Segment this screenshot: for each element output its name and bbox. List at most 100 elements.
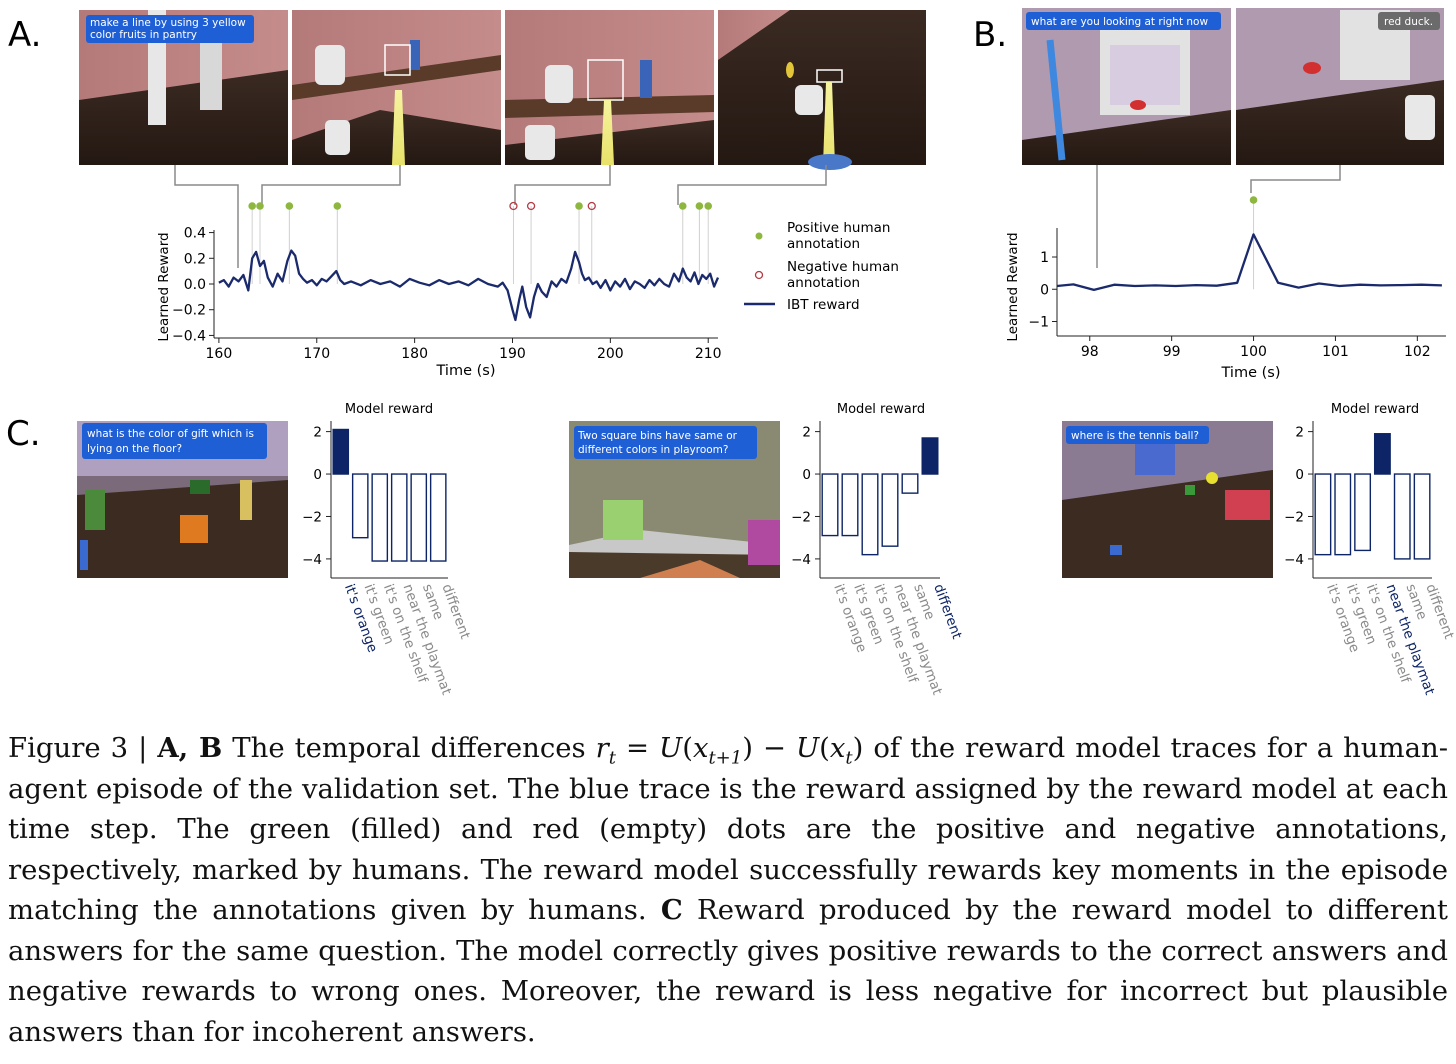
bar-selected (332, 428, 350, 475)
panel-b-connectors (1096, 165, 1341, 268)
y-tick-label: 0.0 (184, 277, 206, 293)
caption-x2: x (829, 732, 846, 764)
bar (1314, 473, 1332, 556)
panel-a-instruction-line-2: color fruits in pantry (90, 29, 197, 41)
x-tick-label: 170 (303, 346, 330, 362)
reward-trace (218, 249, 720, 322)
y-tick-label: −4 (791, 552, 811, 568)
negative-annotation-dot (526, 201, 536, 211)
negative-annotation-dot (587, 201, 596, 211)
chart-c2-title: Model reward (837, 402, 925, 417)
panel-a-legend: Positive human annotation Negative human… (744, 220, 899, 313)
caption-r: r (595, 732, 609, 764)
y-tick-label: −2 (302, 509, 322, 525)
caption-u1: U (659, 732, 683, 764)
bar (1413, 473, 1431, 560)
panel-c-question-3: where is the tennis ball? (1071, 430, 1199, 442)
panel-c-question-2-line-2: diﬀerent colors in playroom? (578, 444, 728, 456)
caption-tp1: t+1 (708, 747, 743, 769)
bar (1354, 473, 1372, 552)
panel-a-connectors (174, 165, 827, 268)
bar (821, 473, 839, 537)
y-tick-label: 2 (313, 425, 322, 441)
y-tick-label: 0 (802, 467, 811, 483)
chart-b-xlabel: Time (s) (1221, 365, 1281, 381)
caption-u2: U (795, 732, 820, 764)
bar (351, 473, 369, 539)
caption-text-2: of the reward model traces for a human-a… (8, 732, 1448, 926)
positive-annotation-dot (333, 202, 342, 210)
bar (881, 473, 899, 547)
positive-annotation-dot (256, 202, 264, 210)
panel-c-image-3: where is the tennis ball? (1062, 421, 1273, 578)
panel-c-question-2-line-1: Two square bins have same or (577, 430, 738, 442)
panel-label-a: A. (8, 15, 41, 55)
panel-label-b: B. (973, 15, 1007, 55)
y-tick-label: −0.4 (172, 328, 206, 344)
legend-positive-label-1: Positive human (787, 220, 890, 236)
panel-a-frame-4 (718, 10, 926, 170)
negative-annotation-dot (509, 201, 518, 211)
x-tick-label: 190 (499, 346, 526, 362)
y-tick-label: −2 (791, 509, 811, 525)
y-tick-label: 0 (313, 467, 322, 483)
bar (1334, 473, 1352, 556)
legend-negative-label-1: Negative human (787, 259, 899, 275)
panel-a-frame-2 (292, 10, 501, 165)
panel-label-c: C. (6, 414, 41, 454)
x-tick-label: 200 (597, 346, 624, 362)
caption-minus: − (752, 732, 796, 764)
figure-canvas: A. B. C. make a line by using 3 yellow c… (6, 8, 1456, 697)
panel-b-question: what are you looking at right now (1031, 16, 1208, 28)
x-tick-label: 180 (401, 346, 428, 362)
legend-positive-marker (755, 232, 763, 240)
panel-c-question-1-line-1: what is the color of gift which is (87, 428, 254, 440)
positive-annotation-dot (1249, 196, 1258, 204)
caption-text-3: Reward produced by the reward model to d… (8, 894, 1448, 1048)
positive-annotation-dot (704, 202, 713, 210)
positive-annotation-dot (695, 202, 704, 210)
panel-a-frame-3 (505, 10, 714, 165)
x-tick-label: 160 (206, 346, 233, 362)
x-tick-label: 210 (695, 346, 722, 362)
panel-c-image-1: what is the color of gift which is lying… (77, 421, 288, 578)
panel-b-chart: Learned Reward Time (s) 98 99 100 101 102 −1 0… (1005, 196, 1446, 381)
panel-b-frame-1: what are you looking at right now (1022, 8, 1231, 165)
y-tick-label: −4 (302, 552, 322, 568)
bar (861, 473, 879, 556)
y-tick-label: 0.4 (184, 226, 206, 242)
caption-figure-label: Figure 3 | (8, 732, 158, 764)
y-tick-label: 2 (802, 425, 811, 441)
bar (1393, 473, 1411, 560)
y-tick-label: 1 (1040, 250, 1049, 266)
legend-positive-label-2: annotation (787, 236, 860, 252)
bar-selected (1373, 433, 1391, 475)
x-tick-label: 101 (1322, 344, 1349, 360)
chart-c1-title: Model reward (345, 402, 433, 417)
positive-annotation-dot (575, 202, 583, 210)
chart-b-ylabel: Learned Reward (1005, 232, 1021, 341)
y-tick-label: 0.2 (184, 251, 206, 267)
bar (371, 473, 389, 562)
panel-b-frame-2: red duck. (1236, 8, 1444, 165)
bar (390, 473, 408, 562)
y-tick-label: 0 (1295, 467, 1304, 483)
panel-c-image-2: Two square bins have same or diﬀerent co… (569, 421, 780, 578)
x-tick-label: 100 (1240, 344, 1267, 360)
chart-c3-title: Model reward (1331, 402, 1419, 417)
caption-x1: x (692, 732, 709, 764)
caption-t-sub-2: t (845, 747, 853, 769)
bar (410, 473, 428, 562)
caption-text-1: The temporal differences (222, 732, 596, 764)
bar (429, 473, 447, 562)
panel-a-chart: Learned Reward Time (s) 160 170 180 190 200 2… (156, 201, 722, 379)
legend-negative-marker (754, 270, 764, 280)
y-tick-label: −2 (1284, 509, 1304, 525)
panel-c-question-1-line-2: lying on the floor? (87, 443, 182, 455)
positive-annotation-dot (248, 202, 256, 210)
bar (901, 473, 919, 494)
legend-negative-label-2: annotation (787, 275, 860, 291)
y-tick-label: −1 (1028, 314, 1049, 330)
